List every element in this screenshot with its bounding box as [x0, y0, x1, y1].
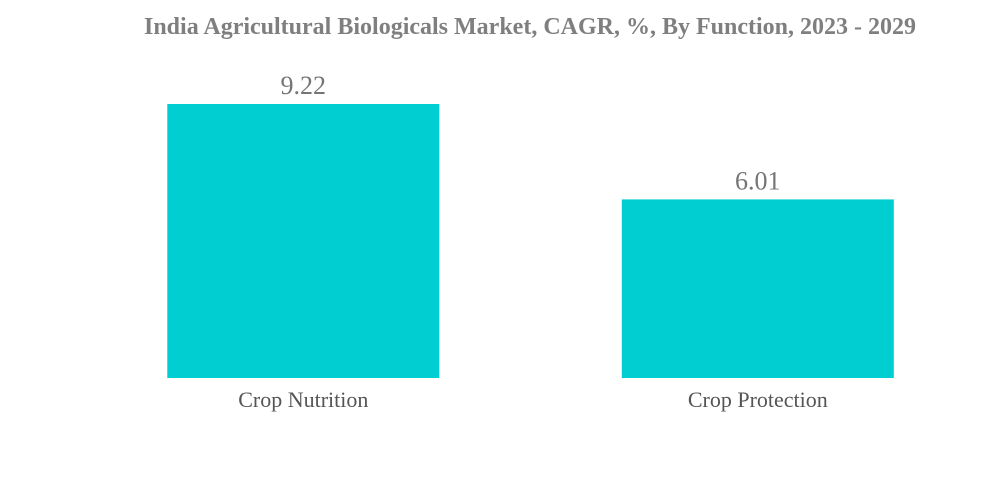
value-labels-group: 9.22 6.01 [281, 71, 781, 195]
category-label-crop-nutrition: Crop Nutrition [238, 387, 368, 412]
bar-crop-nutrition [167, 104, 440, 378]
category-labels-group: Crop Nutrition Crop Protection [238, 387, 828, 412]
bar-crop-protection [621, 199, 894, 378]
value-label-crop-protection: 6.01 [735, 166, 781, 195]
bars-group [167, 104, 894, 378]
value-label-crop-nutrition: 9.22 [281, 71, 327, 100]
category-label-crop-protection: Crop Protection [688, 387, 828, 412]
chart-title: India Agricultural Biologicals Market, C… [143, 14, 916, 40]
